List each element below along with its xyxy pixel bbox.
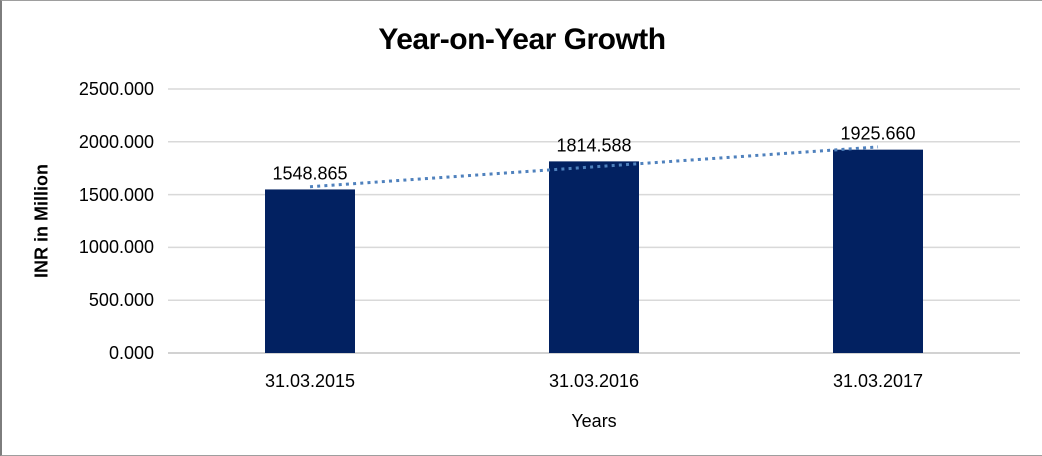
bar [833,149,923,353]
bar-value-label: 1814.588 [556,135,631,155]
trendline [309,145,879,189]
bar [549,161,639,353]
plot-area: 1548.865 1814.588 1925.660 [168,88,1020,354]
bar [265,189,355,353]
x-axis-title: Years [571,411,617,431]
y-tick-label: 1500.000 [78,184,154,205]
y-tick-label: 0.000 [108,343,154,363]
x-tick-label: 31.03.2015 [264,371,356,391]
plot-svg: 1548.865 1814.588 1925.660 [168,88,1020,354]
y-tick-label: 2000.000 [78,131,154,152]
bar-value-label: 1925.660 [840,124,915,144]
y-tick-label: 2500.000 [78,79,154,99]
x-tick-label: 31.03.2017 [832,371,924,391]
x-tick-label: 31.03.2016 [548,371,640,391]
y-tick-label: 1000.000 [78,237,154,258]
y-tick-label: 500.000 [88,290,154,311]
chart-title: Year-on-Year Growth [378,23,666,56]
bar-value-label: 1548.865 [272,163,347,183]
y-axis-tick-labels: 0.000 500.000 1000.000 1500.000 2000.000 2500… [2,1,154,455]
